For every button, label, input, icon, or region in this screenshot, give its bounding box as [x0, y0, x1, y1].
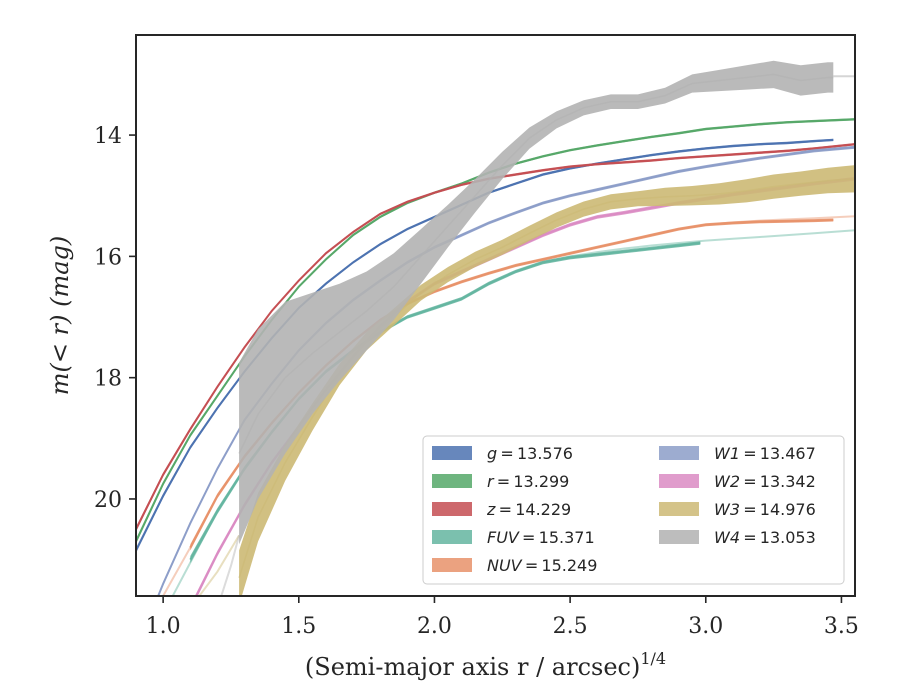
x-tick-label: 3.0: [688, 614, 723, 639]
x-tick-label: 1.0: [146, 614, 181, 639]
series-FUV-band: [190, 241, 701, 564]
y-tick-label: 16: [94, 245, 122, 270]
legend-label: FUV = 15.371: [487, 528, 595, 547]
legend-band: W1: [714, 444, 740, 463]
legend-value: = 13.299: [494, 472, 570, 491]
legend-value: = 13.342: [740, 472, 816, 491]
x-tick-label: 1.5: [281, 614, 316, 639]
legend-band: z: [486, 500, 496, 519]
axis-ticks: 1.0 1.5 2.0 2.5 3.0 3.5 14 16 18 20: [94, 124, 859, 639]
legend-value: = 14.976: [740, 500, 816, 519]
legend-band: W4: [714, 528, 740, 547]
x-axis-label-exponent: 1/4: [640, 649, 666, 668]
legend-item-FUV: FUV = 15.371: [432, 528, 595, 547]
legend-value: = 14.229: [495, 500, 571, 519]
x-axis-label-main: (Semi-major axis r / arcsec): [305, 653, 640, 681]
legend-item-W3: W3 = 14.976: [659, 500, 816, 519]
legend-band: r: [487, 472, 495, 491]
legend-swatch: [659, 502, 699, 516]
legend-item-z: z = 14.229: [432, 500, 571, 519]
legend-swatch: [432, 558, 472, 572]
legend-label: g = 13.576: [487, 444, 573, 463]
legend-swatch: [432, 502, 472, 516]
legend-band: NUV: [487, 556, 523, 575]
legend-item-W4: W4 = 13.053: [659, 528, 816, 547]
legend-item-r: r = 13.299: [432, 472, 569, 491]
legend-value: = 15.371: [519, 528, 595, 547]
legend-label: z = 14.229: [486, 500, 571, 519]
y-tick-label: 18: [94, 367, 122, 392]
plot-area: [136, 60, 855, 596]
series-W4-band: [239, 60, 834, 545]
series-W4: [220, 60, 855, 596]
legend-value: = 13.467: [740, 444, 816, 463]
legend-band: g: [487, 444, 497, 463]
legend-swatch: [659, 530, 699, 544]
legend-item-W2: W2 = 13.342: [659, 472, 816, 491]
series-W4-extrapolation: [220, 535, 241, 596]
x-axis-label: (Semi-major axis r / arcsec)1/4: [305, 649, 666, 681]
series-W4-line: [238, 73, 834, 454]
legend-label: NUV = 15.249: [487, 556, 597, 575]
legend-value: = 13.576: [497, 444, 573, 463]
legend-label: W1 = 13.467: [714, 444, 816, 463]
legend-item-W1: W1 = 13.467: [659, 444, 816, 463]
legend-label: W4 = 13.053: [714, 528, 816, 547]
legend-label: W2 = 13.342: [714, 472, 816, 491]
x-tick-label: 2.5: [553, 614, 588, 639]
legend-swatch: [432, 446, 472, 460]
legend-band: W2: [714, 472, 740, 491]
legend-value: = 15.249: [522, 556, 598, 575]
y-tick-label: 14: [94, 124, 122, 149]
legend-label: r = 13.299: [487, 472, 569, 491]
legend-box: [422, 435, 845, 585]
legend-band: W3: [714, 500, 740, 519]
legend-value: = 13.053: [740, 528, 816, 547]
y-axis-label: m(< r) (mag): [46, 236, 74, 395]
legend-label: W3 = 14.976: [714, 500, 816, 519]
legend-band: FUV: [487, 528, 520, 547]
x-tick-label: 2.0: [417, 614, 452, 639]
legend-item-g: g = 13.576: [432, 444, 573, 463]
legend-swatch: [659, 446, 699, 460]
y-tick-label: 20: [94, 488, 122, 513]
legend-swatch: [432, 474, 472, 488]
legend-swatch: [659, 474, 699, 488]
series-W3-extrapolation: [198, 534, 240, 596]
x-tick-label: 3.5: [824, 614, 859, 639]
legend-item-NUV: NUV = 15.249: [432, 556, 597, 575]
legend-swatch: [432, 530, 472, 544]
plot-frame: [135, 34, 856, 597]
